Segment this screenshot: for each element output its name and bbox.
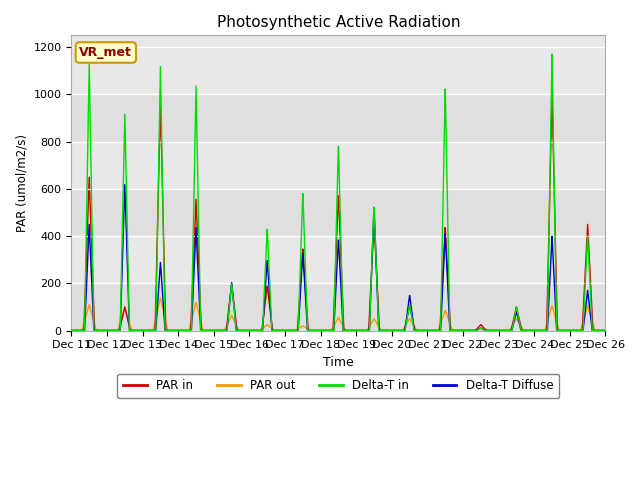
Bar xyxy=(72,189,605,236)
Text: VR_met: VR_met xyxy=(79,46,132,59)
Bar xyxy=(72,142,605,189)
Y-axis label: PAR (umol/m2/s): PAR (umol/m2/s) xyxy=(15,134,28,232)
Bar xyxy=(72,47,605,95)
Legend: PAR in, PAR out, Delta-T in, Delta-T Diffuse: PAR in, PAR out, Delta-T in, Delta-T Dif… xyxy=(118,373,559,398)
Title: Photosynthetic Active Radiation: Photosynthetic Active Radiation xyxy=(217,15,460,30)
Bar xyxy=(72,95,605,142)
Bar xyxy=(72,283,605,331)
X-axis label: Time: Time xyxy=(323,356,354,369)
Bar xyxy=(72,236,605,283)
